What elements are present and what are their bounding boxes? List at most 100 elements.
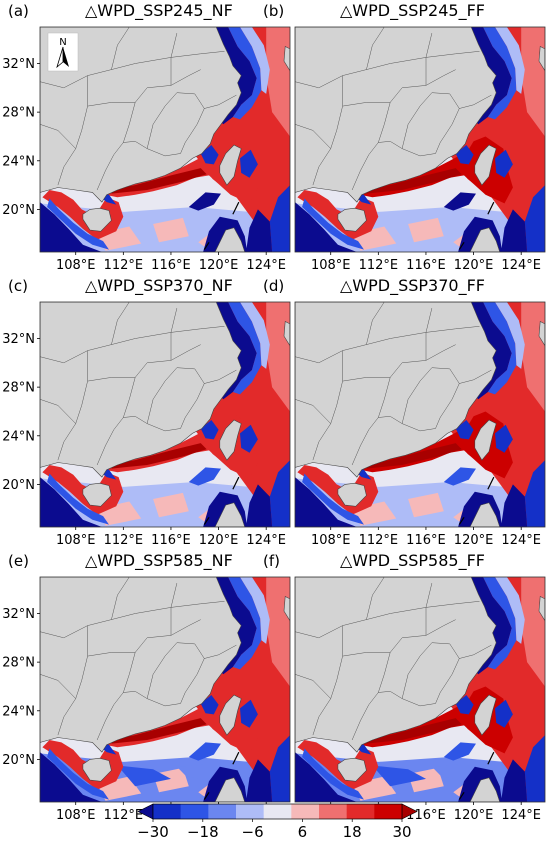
x-tick-label: 108°E (56, 533, 96, 548)
province-boundary (170, 33, 178, 86)
taiwan-island (474, 694, 497, 736)
map-panel-d: 108°E 112°E 116°E 120°E 124°E (d) △WPD_SSP370_… (263, 276, 546, 548)
hainan-island (337, 482, 367, 507)
province-boundary (295, 399, 331, 424)
east-coast-decrease (483, 302, 517, 395)
pacific-decrease (524, 735, 545, 802)
province-boundary (401, 92, 460, 149)
province-boundary (40, 350, 88, 364)
province-boundary (96, 416, 186, 466)
province-boundary (111, 302, 130, 345)
island-chain-mark (203, 516, 210, 525)
x-tick-label: 112°E (359, 533, 399, 548)
panel-frame (39, 26, 291, 253)
taiwan-island (219, 144, 242, 186)
province-boundary (295, 124, 331, 149)
province-boundary (378, 69, 456, 143)
east-coast-weak-decrease (240, 302, 270, 369)
province-boundary (57, 75, 88, 186)
island-chain-mark (458, 241, 465, 250)
east-coast-weak-decrease (240, 27, 270, 94)
panel-title: △WPD_SSP245_NF (85, 1, 233, 21)
east-coast-decrease (483, 577, 517, 670)
panel-title: △WPD_SSP585_FF (340, 551, 485, 571)
mainland-china (40, 302, 242, 478)
ryukyu-edge-island (283, 596, 290, 622)
x-tick-label: 112°E (104, 808, 144, 823)
island-chain-mark (487, 476, 495, 490)
luzon-island (469, 777, 501, 802)
east-coast-deep-decrease (468, 577, 512, 675)
map-panel-c: 108°E 112°E 116°E 120°E 124°E 32°N 28°N 24°N 20°… (2, 276, 291, 548)
luzon-island (214, 227, 246, 252)
province-boundary (40, 124, 76, 149)
east-coast-deep-decrease (468, 27, 512, 125)
province-boundary (96, 141, 186, 191)
province-boundary (146, 92, 205, 149)
province-boundary (312, 350, 343, 461)
offshore-decrease-patch (372, 765, 426, 787)
map-field (295, 577, 545, 802)
luzon-strait-decrease (501, 209, 528, 252)
province-boundary (366, 27, 385, 70)
ryukyu-edge-island (538, 46, 545, 72)
colorbar-frame (152, 803, 403, 820)
island-chain-mark (232, 476, 240, 490)
map-field (40, 27, 290, 252)
province-boundary (87, 601, 225, 626)
province-boundary (123, 344, 201, 418)
x-tick-label: 116°E (406, 533, 446, 548)
x-tick-label: 116°E (151, 258, 191, 273)
sw-decrease-band (47, 473, 109, 525)
luzon-island (469, 502, 501, 527)
province-boundary (342, 326, 480, 351)
luzon-strait-decrease (246, 759, 273, 802)
province-boundary (295, 674, 331, 699)
province-boundary (96, 691, 186, 741)
province-boundary (40, 625, 88, 639)
province-boundary (87, 377, 136, 382)
south-coast-peak-increase (366, 443, 462, 469)
province-boundary (146, 367, 205, 424)
panel-label: (e) (8, 552, 29, 570)
sw-deep-decrease (295, 752, 357, 802)
x-tick-label: 112°E (359, 258, 399, 273)
east-coast-deep-decrease (213, 577, 257, 675)
province-boundary (366, 302, 385, 345)
colorbar-segment (153, 804, 181, 819)
x-tick-label: 120°E (454, 533, 494, 548)
map-field (40, 577, 290, 802)
east-coast-weak-decrease (495, 27, 525, 94)
ryukyu-edge-island (283, 321, 290, 347)
province-boundary (40, 674, 76, 699)
sw-deep-decrease (40, 752, 102, 802)
taiwan-island (219, 419, 242, 461)
map-panel-e: 108°E112°E116°E120°E124°E32°N28°N24°N20°… (2, 551, 291, 823)
south-coast-peak-increase (111, 443, 207, 469)
east-coast-deep-decrease (468, 302, 512, 400)
x-tick-label: 108°E (311, 533, 351, 548)
y-tick-label: 28°N (2, 106, 35, 121)
east-coast-decrease (228, 577, 262, 670)
map-panel-a: 108°E 112°E 116°E 120°E 124°E 32°N 28°N 24°N 20°… (2, 1, 291, 273)
island-chain-mark (232, 201, 240, 215)
island-chain-mark (487, 751, 495, 765)
province-boundary (87, 102, 136, 107)
ryukyu-edge-island (538, 321, 545, 347)
province-boundary (378, 344, 456, 418)
colorbar-segment (180, 804, 209, 819)
offshore-weak-increase (408, 767, 444, 793)
x-tick-label: 116°E (151, 533, 191, 548)
hainan-island (82, 207, 112, 232)
taiwan-strait-decrease (455, 695, 474, 715)
nscs-decrease (188, 467, 221, 486)
y-tick-label: 20°N (2, 478, 35, 493)
y-tick-label: 32°N (2, 57, 35, 72)
east-sea-moderate-increase (521, 27, 545, 137)
offshore-weak-increase (153, 492, 189, 518)
east-taiwan-decrease (495, 699, 513, 728)
x-tick-label: 120°E (454, 258, 494, 273)
east-coast-decrease (228, 27, 262, 120)
province-boundary (312, 625, 343, 736)
ryukyu-edge-island (283, 46, 290, 72)
